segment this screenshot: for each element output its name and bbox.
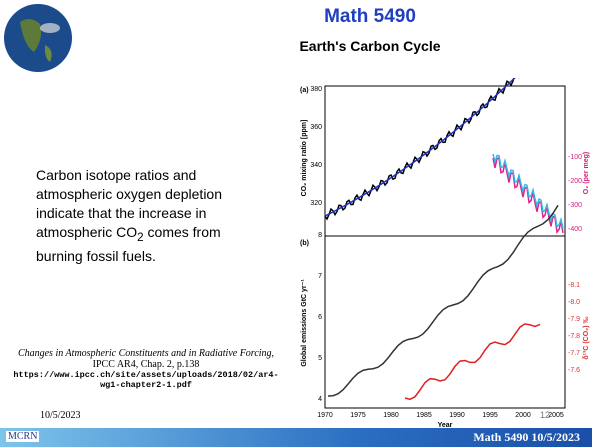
axis-label: O₂ (per meg) bbox=[583, 152, 590, 194]
logo: MCRN bbox=[6, 431, 39, 442]
x-tick-label: 2005 bbox=[548, 412, 564, 419]
citation-url: https://www.ipcc.ch/site/assets/uploads/… bbox=[6, 370, 286, 390]
tick-label: 7 bbox=[318, 273, 322, 280]
x-tick-label: 2000 bbox=[515, 412, 531, 419]
panel-a-frame bbox=[325, 86, 565, 236]
axis-label: CO₂ mixing ratio [ppm] bbox=[301, 120, 308, 197]
footer-text: Math 5490 10/5/2023 bbox=[473, 430, 580, 445]
x-tick-label: 1995 bbox=[482, 412, 498, 419]
subtitle: Earth's Carbon Cycle bbox=[240, 38, 500, 54]
tick-label: -8.1 bbox=[568, 282, 580, 289]
date: 10/5/2023 bbox=[40, 410, 81, 421]
axis-label: δ¹³C (CO₂) ‰ bbox=[583, 316, 590, 359]
tick-label: -7.6 bbox=[568, 367, 580, 374]
slide: Math 5490 Earth's Carbon Cycle Carbon is… bbox=[0, 0, 592, 447]
axis-label: Global emissions GtC yr⁻¹ bbox=[301, 279, 308, 367]
curve bbox=[405, 324, 540, 399]
curve bbox=[328, 205, 558, 396]
x-tick-label: 1990 bbox=[449, 412, 465, 419]
tick-label: -200 bbox=[568, 178, 582, 185]
tick-label: 8 bbox=[318, 232, 322, 239]
tick-label: 4 bbox=[318, 396, 322, 403]
tick-label: -100 bbox=[568, 154, 582, 161]
page-number: 12 bbox=[540, 410, 550, 420]
body-text: Carbon isotope ratios and atmospheric ox… bbox=[36, 166, 261, 266]
tick-label: -400 bbox=[568, 226, 582, 233]
citation: Changes in Atmospheric Constituents and … bbox=[6, 348, 286, 390]
citation-title: Changes in Atmospheric Constituents and … bbox=[18, 348, 272, 359]
panel-label: (a) bbox=[300, 87, 309, 94]
tick-label: 5 bbox=[318, 355, 322, 362]
x-tick-label: 1975 bbox=[350, 412, 366, 419]
x-tick-label: 1985 bbox=[416, 412, 432, 419]
tick-label: 320 bbox=[310, 200, 322, 207]
x-tick-label: 1980 bbox=[383, 412, 399, 419]
tick-label: -7.7 bbox=[568, 350, 580, 357]
tick-label: -7.9 bbox=[568, 316, 580, 323]
tick-label: 6 bbox=[318, 314, 322, 321]
tick-label: 360 bbox=[310, 124, 322, 131]
globe bbox=[0, 0, 80, 80]
tick-label: -300 bbox=[568, 202, 582, 209]
title: Math 5490 bbox=[270, 6, 470, 28]
tick-label: 340 bbox=[310, 162, 322, 169]
tick-label: -8.0 bbox=[568, 299, 580, 306]
tick-label: 380 bbox=[310, 86, 322, 93]
panel-b-frame bbox=[325, 236, 565, 408]
panel-label: (b) bbox=[300, 240, 309, 247]
curve bbox=[493, 154, 563, 229]
tick-label: -7.8 bbox=[568, 333, 580, 340]
figure: (a) (b) 380 360 340 320 -100 -200 -300 -400 8 7 6 5… bbox=[298, 78, 592, 428]
x-tick-label: 1970 bbox=[317, 412, 333, 419]
